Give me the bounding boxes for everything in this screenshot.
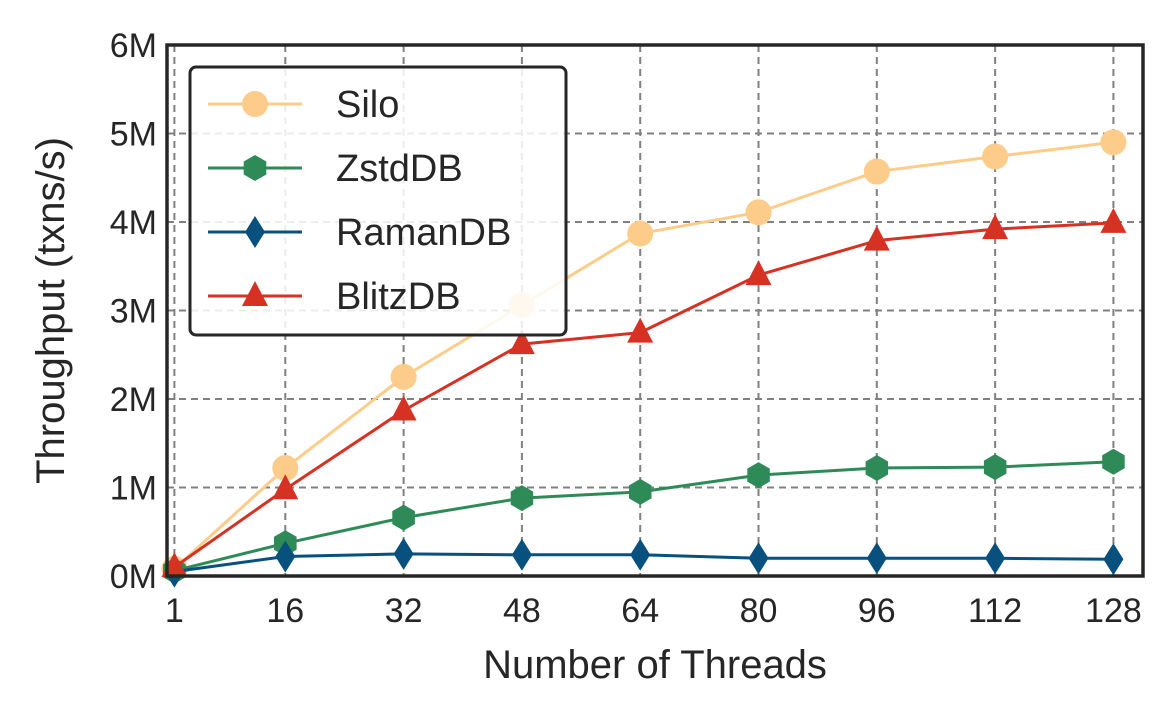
legend-marker: [245, 216, 265, 248]
data-point-silo: [982, 143, 1009, 170]
y-tick-label: 6M: [110, 27, 157, 65]
series-ramandb: [164, 537, 1124, 588]
data-point-zstddb: [510, 485, 534, 512]
y-tick-label: 2M: [110, 381, 157, 419]
data-point-blitzdb: [1100, 207, 1127, 233]
x-tick-label: 128: [1085, 592, 1142, 630]
data-point-ramandb: [511, 538, 532, 571]
data-point-blitzdb: [627, 317, 654, 343]
y-tick-label: 4M: [110, 204, 157, 242]
data-point-zstddb: [983, 454, 1007, 481]
data-point-zstddb: [392, 504, 415, 531]
data-point-ramandb: [393, 537, 414, 570]
y-tick-label: 5M: [110, 116, 157, 154]
series-blitzdb: [161, 207, 1127, 578]
data-point-blitzdb: [272, 474, 299, 500]
data-point-silo: [863, 158, 890, 185]
x-tick-label: 1: [165, 592, 184, 630]
data-point-silo: [272, 455, 299, 482]
data-point-blitzdb: [982, 214, 1009, 240]
series-silo: [161, 129, 1127, 582]
data-point-ramandb: [1103, 543, 1124, 576]
y-tick-labels: 0M 1M 2M 3M 4M 5M 6M: [110, 27, 157, 596]
x-tick-label: 112: [968, 592, 1022, 630]
plot-frame: [165, 43, 1145, 578]
data-point-ramandb: [985, 542, 1006, 575]
y-tick-label: 1M: [110, 470, 157, 508]
data-point-blitzdb: [390, 395, 417, 421]
legend-label: RamanDB: [336, 212, 511, 254]
data-point-blitzdb: [745, 260, 772, 286]
data-point-blitzdb: [508, 329, 535, 355]
data-point-silo: [745, 199, 772, 226]
legend-item-silo: Silo: [208, 84, 399, 126]
data-point-blitzdb: [863, 225, 890, 251]
x-tick-label: 80: [740, 592, 778, 630]
x-tick-label: 96: [858, 592, 896, 630]
y-tick-label: 0M: [110, 558, 157, 596]
x-axis-label: Number of Threads: [483, 643, 827, 687]
y-tick-label: 3M: [110, 293, 157, 331]
y-axis-label: Throughput (txns/s): [29, 137, 73, 484]
data-point-silo: [390, 363, 417, 390]
legend-marker: [242, 91, 268, 117]
data-point-ramandb: [630, 538, 651, 571]
legend: Silo ZstdDB RamanDB BlitzDB: [188, 65, 568, 337]
data-point-zstddb: [747, 462, 770, 489]
legend-marker: [243, 155, 267, 181]
legend-label: BlitzDB: [336, 276, 461, 318]
legend-marker: [242, 281, 268, 306]
data-point-zstddb: [865, 455, 889, 481]
data-point-zstddb: [629, 478, 652, 505]
legend-item-blitzdb: BlitzDB: [208, 276, 461, 318]
legend-box: [188, 65, 568, 337]
legend-item-ramandb: RamanDB: [208, 212, 511, 254]
x-tick-labels: 1 16 32 48 64 80 96 112 128: [165, 592, 1142, 630]
x-tick-label: 16: [266, 592, 304, 630]
legend-label: Silo: [336, 84, 399, 126]
x-tick-label: 32: [385, 592, 423, 630]
data-point-ramandb: [275, 540, 296, 573]
series-group: [161, 129, 1127, 588]
data-point-silo: [627, 220, 654, 247]
legend-label: ZstdDB: [336, 148, 463, 190]
data-point-ramandb: [748, 542, 769, 575]
legend-item-zstddb: ZstdDB: [208, 148, 463, 190]
data-point-ramandb: [866, 542, 887, 575]
data-point-silo: [1100, 129, 1127, 156]
x-tick-label: 64: [621, 592, 659, 630]
data-point-zstddb: [1102, 448, 1125, 475]
x-tick-label: 48: [503, 592, 541, 630]
